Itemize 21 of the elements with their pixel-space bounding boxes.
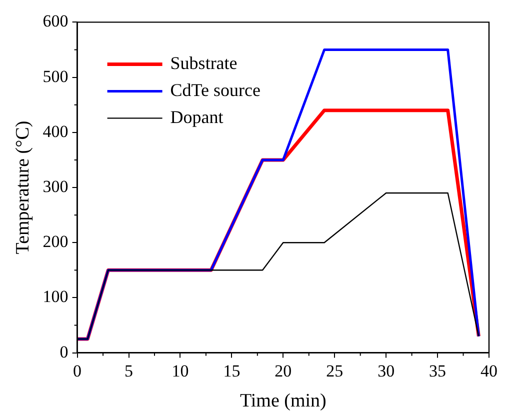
y-tick-label: 200 (42, 232, 68, 252)
y-tick-label: 100 (42, 287, 68, 306)
y-axis-title: Temperature (°C) (12, 120, 34, 254)
y-tick-label: 600 (42, 12, 68, 31)
legend-label: Substrate (170, 52, 238, 73)
x-tick-label: 40 (480, 361, 498, 380)
x-tick-label: 30 (378, 361, 395, 380)
x-tick-label: 20 (274, 361, 292, 380)
legend-label: CdTe source (170, 80, 261, 100)
y-tick-label: 500 (42, 66, 68, 86)
x-tick-label: 10 (172, 361, 189, 380)
x-tick-label: 5 (124, 361, 134, 380)
x-axis-title: Time (min) (240, 390, 326, 412)
x-tick-label: 0 (73, 361, 82, 380)
legend-label: Dopant (170, 106, 224, 127)
x-tick-label: 15 (223, 361, 240, 380)
x-tick-label: 35 (429, 361, 446, 380)
y-tick-label: 300 (42, 176, 68, 196)
x-tick-label: 25 (326, 361, 344, 380)
y-tick-label: 400 (42, 122, 68, 141)
y-tick-label: 0 (60, 342, 68, 362)
